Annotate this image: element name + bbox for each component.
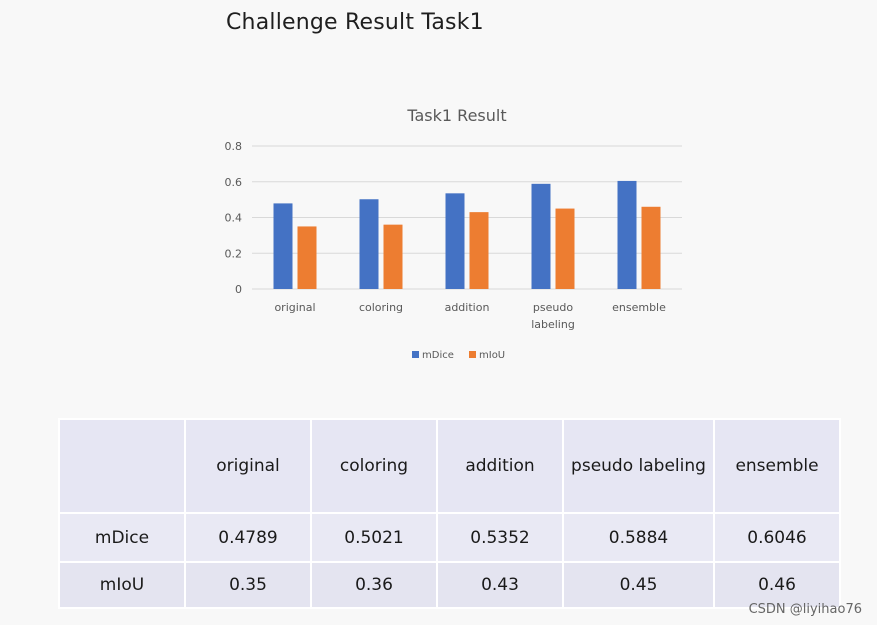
table-header-row: original coloring addition pseudo labeli… <box>58 418 841 514</box>
legend-label-miou: mIoU <box>479 350 505 361</box>
table-cell: 0.36 <box>310 561 438 609</box>
bar-miou-addition <box>469 212 489 289</box>
table-cell: 0.45 <box>562 561 715 609</box>
table-header-cell: coloring <box>310 418 438 514</box>
x-category-label: addition <box>445 301 490 314</box>
table-cell: 0.35 <box>184 561 312 609</box>
legend-swatch-miou <box>469 351 476 358</box>
bar-mdice-ensemble <box>617 180 637 289</box>
y-tick-label: 0.2 <box>225 247 243 260</box>
bar-chart: Task1 Result 0 0.2 0.4 0.6 0.8 original colori… <box>225 106 682 361</box>
legend-swatch-mdice <box>412 351 419 358</box>
chart-axis-labels: 0 0.2 0.4 0.6 0.8 original coloring addition pse… <box>225 140 667 331</box>
bar-mdice-addition <box>445 193 465 289</box>
x-category-label: original <box>274 301 315 314</box>
table-row-label: mIoU <box>58 561 186 609</box>
table-header-cell: addition <box>436 418 564 514</box>
bar-mdice-original <box>273 203 293 289</box>
table-cell: 0.4789 <box>184 512 312 563</box>
table-cell: 0.46 <box>713 561 841 609</box>
table-cell: 0.43 <box>436 561 564 609</box>
results-table: original coloring addition pseudo labeli… <box>58 418 841 609</box>
table-cell: 0.6046 <box>713 512 841 563</box>
slide-title: Challenge Result Task1 <box>226 10 484 35</box>
table-row: mDice 0.4789 0.5021 0.5352 0.5884 0.6046 <box>58 512 841 563</box>
bar-miou-pseudo-labeling <box>555 208 575 289</box>
x-category-label: coloring <box>359 301 403 314</box>
chart-bars <box>273 180 661 289</box>
bar-mdice-pseudo-labeling <box>531 183 551 289</box>
watermark: CSDN @liyihao76 <box>748 602 862 617</box>
legend-label-mdice: mDice <box>422 350 454 361</box>
table-row: mIoU 0.35 0.36 0.43 0.45 0.46 <box>58 561 841 609</box>
bar-miou-coloring <box>383 224 403 289</box>
y-tick-label: 0 <box>235 283 242 296</box>
table-header-cell: original <box>184 418 312 514</box>
chart-title: Task1 Result <box>406 106 506 125</box>
chart-gridlines <box>252 145 682 290</box>
bar-mdice-coloring <box>359 199 379 289</box>
y-tick-label: 0.4 <box>225 212 243 225</box>
y-tick-label: 0.6 <box>225 176 243 189</box>
y-tick-label: 0.8 <box>225 140 243 153</box>
table-cell: 0.5021 <box>310 512 438 563</box>
table-header-cell: pseudo labeling <box>562 418 715 514</box>
table-header-cell: ensemble <box>713 418 841 514</box>
table-cell: 0.5352 <box>436 512 564 563</box>
table-cell: 0.5884 <box>562 512 715 563</box>
bar-miou-ensemble <box>641 206 661 289</box>
x-category-label: pseudo <box>533 301 573 314</box>
table-row-label: mDice <box>58 512 186 563</box>
x-category-label: labeling <box>531 318 575 331</box>
chart-legend: mDice mIoU <box>412 350 505 361</box>
x-category-label: ensemble <box>612 301 666 314</box>
table-header-cell <box>58 418 186 514</box>
bar-miou-original <box>297 226 317 289</box>
